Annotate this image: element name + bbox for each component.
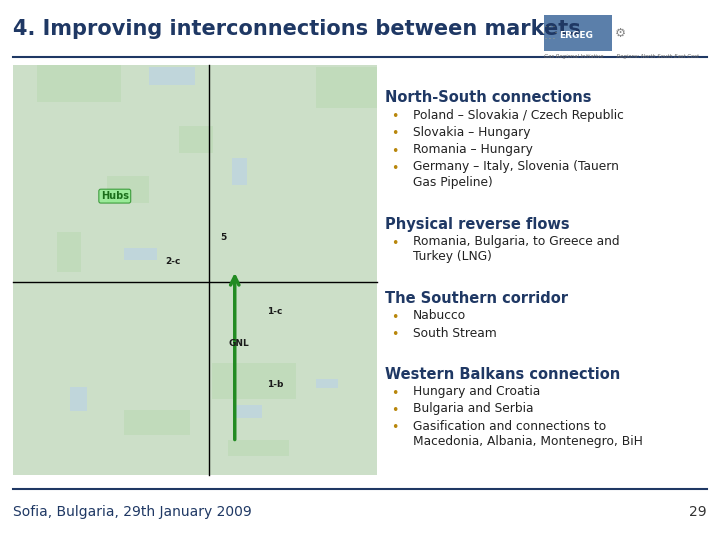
Text: · · ·
·     ·
· · ·: · · · · · · · · <box>543 24 557 40</box>
Text: South Stream: South Stream <box>413 327 496 340</box>
Text: 2-c: 2-c <box>166 257 181 266</box>
Text: Romania – Hungary: Romania – Hungary <box>413 143 532 156</box>
Text: •: • <box>391 387 398 400</box>
Text: Slovakia – Hungary: Slovakia – Hungary <box>413 126 530 139</box>
Bar <box>124 248 157 260</box>
Text: Physical reverse flows: Physical reverse flows <box>385 217 570 232</box>
Text: ERGEG: ERGEG <box>559 31 593 40</box>
Text: •: • <box>391 328 398 341</box>
Text: 1-c: 1-c <box>267 307 282 315</box>
Text: 5: 5 <box>221 233 227 242</box>
Text: 29: 29 <box>690 505 707 519</box>
Bar <box>377 65 709 475</box>
Bar <box>232 158 247 185</box>
Text: Hungary and Croatia: Hungary and Croatia <box>413 385 540 398</box>
Text: Germany – Italy, Slovenia (Tauern
Gas Pipeline): Germany – Italy, Slovenia (Tauern Gas Pi… <box>413 160 618 189</box>
Text: Poland – Slovakia / Czech Republic: Poland – Slovakia / Czech Republic <box>413 109 624 122</box>
Text: •: • <box>391 162 398 175</box>
Bar <box>58 232 81 272</box>
Bar <box>149 67 195 85</box>
Text: •: • <box>391 237 398 249</box>
Text: Western Balkans connection: Western Balkans connection <box>385 367 621 382</box>
Text: •: • <box>391 145 398 158</box>
Bar <box>544 15 612 51</box>
Bar <box>124 410 189 435</box>
Bar <box>212 363 296 400</box>
Text: North-South connections: North-South connections <box>385 90 592 105</box>
Text: Sofia, Bulgaria, 29th January 2009: Sofia, Bulgaria, 29th January 2009 <box>13 505 252 519</box>
Text: Gasification and connections to
Macedonia, Albania, Montenegro, BiH: Gasification and connections to Macedoni… <box>413 420 642 448</box>
Bar <box>235 404 263 418</box>
Bar <box>13 65 377 475</box>
Text: Bulgaria and Serbia: Bulgaria and Serbia <box>413 402 533 415</box>
Text: •: • <box>391 421 398 434</box>
Text: •: • <box>391 110 398 123</box>
Bar <box>228 440 289 456</box>
Text: •: • <box>391 127 398 140</box>
Bar <box>179 125 213 153</box>
Text: Gas Regional Initiative        Regions: North South East Cost: Gas Regional Initiative Regions: North S… <box>544 54 698 59</box>
Bar <box>107 176 149 203</box>
Text: •: • <box>391 311 398 324</box>
Text: ⚙: ⚙ <box>615 27 626 40</box>
Bar <box>70 387 86 411</box>
Bar <box>315 379 338 388</box>
Text: 4. Improving interconnections between markets: 4. Improving interconnections between ma… <box>13 19 581 39</box>
Text: Nabucco: Nabucco <box>413 309 466 322</box>
Text: The Southern corridor: The Southern corridor <box>385 291 568 306</box>
Text: •: • <box>391 404 398 417</box>
Bar <box>37 65 121 102</box>
Text: Hubs: Hubs <box>101 191 129 201</box>
Text: 1-b: 1-b <box>266 380 283 389</box>
Text: GNL: GNL <box>228 339 249 348</box>
Text: Romania, Bulgaria, to Greece and
Turkey (LNG): Romania, Bulgaria, to Greece and Turkey … <box>413 235 619 264</box>
Bar <box>316 68 377 108</box>
